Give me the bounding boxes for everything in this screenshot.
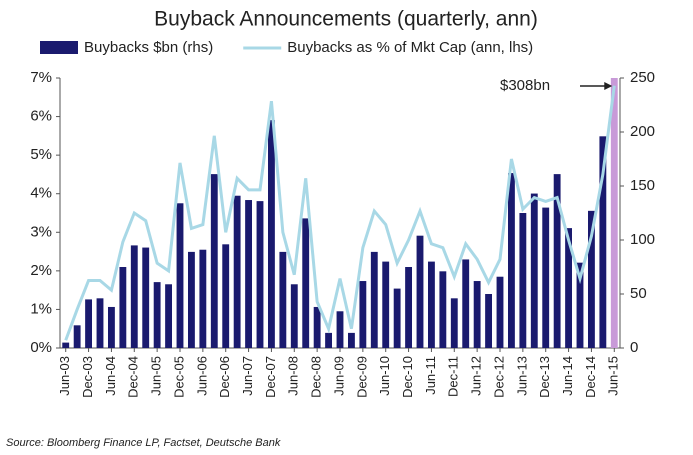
bar	[473, 281, 481, 348]
bar	[233, 195, 241, 348]
y-tick-label: 5%	[30, 146, 52, 163]
bar	[485, 294, 492, 348]
x-tick-label: Jun-04	[103, 356, 118, 396]
x-tick-label: Dec-09	[354, 356, 369, 398]
x-tick-label: Dec-04	[126, 356, 141, 398]
bar	[256, 201, 264, 348]
bar	[119, 267, 127, 348]
x-tick-label: Jun-14	[560, 356, 575, 396]
bar	[348, 332, 355, 348]
bar	[245, 200, 252, 348]
x-tick-label: Jun-13	[514, 356, 529, 396]
bar	[96, 298, 104, 348]
line	[64, 85, 616, 341]
x-tick-label: Jun-12	[469, 356, 484, 396]
y2-tick-label: 200	[630, 123, 655, 140]
bar	[153, 282, 161, 348]
x-tick-label: Dec-14	[583, 356, 598, 398]
y-tick-label: 3%	[30, 223, 52, 240]
x-tick-label: Dec-07	[263, 356, 278, 398]
bar	[416, 235, 424, 348]
bar	[542, 207, 550, 348]
bar	[222, 244, 230, 348]
bar	[530, 193, 538, 348]
bar	[519, 213, 527, 348]
x-tick-label: Jun-08	[286, 356, 301, 396]
bar	[188, 251, 195, 348]
bar	[108, 306, 115, 348]
bar	[462, 259, 470, 348]
bar	[325, 332, 332, 348]
x-tick-label: Jun-06	[194, 356, 209, 396]
bar	[588, 210, 595, 348]
bar	[405, 267, 412, 348]
x-tick-label: Jun-15	[606, 356, 621, 396]
y2-tick-label: 250	[630, 69, 655, 86]
source: Source: Bloomberg Finance LP, Factset, D…	[6, 437, 281, 449]
x-tick-label: Dec-08	[309, 356, 324, 398]
y2-tick-label: 100	[630, 231, 655, 248]
bar	[313, 306, 321, 348]
bar	[508, 173, 515, 348]
bar	[565, 228, 572, 348]
bar	[450, 298, 458, 348]
legend-label: Buybacks as % of Mkt Cap (ann, lhs)	[287, 39, 533, 56]
bar	[599, 136, 607, 348]
x-tick-label: Jun-09	[331, 356, 346, 396]
y2-tick-label: 50	[630, 285, 647, 302]
x-tick-label: Jun-03	[57, 356, 72, 396]
bar	[336, 311, 344, 348]
bar	[428, 261, 435, 348]
bar	[393, 288, 401, 348]
bar	[210, 174, 218, 348]
y2-tick-label: 150	[630, 177, 655, 194]
bar	[176, 203, 184, 348]
x-tick-label: Jun-10	[377, 356, 392, 396]
bar	[359, 281, 367, 348]
legend-swatch	[40, 41, 78, 54]
x-tick-label: Dec-05	[171, 356, 186, 398]
y-tick-label: 2%	[30, 262, 52, 279]
x-tick-label: Dec-06	[217, 356, 232, 398]
bar	[142, 247, 150, 348]
x-tick-label: Dec-13	[537, 356, 552, 398]
bar	[610, 78, 618, 348]
bar	[302, 218, 310, 348]
bar	[496, 276, 504, 348]
y-tick-label: 0%	[30, 339, 52, 356]
x-tick-label: Jun-07	[240, 356, 255, 396]
x-tick-label: Dec-11	[446, 356, 461, 397]
bar	[73, 325, 81, 348]
bar	[130, 245, 138, 348]
bar	[85, 299, 92, 348]
plot-area	[62, 78, 618, 348]
annotation: $308bn	[500, 77, 550, 94]
y-tick-label: 4%	[30, 185, 52, 202]
y-tick-label: 7%	[30, 69, 52, 86]
bar	[370, 251, 378, 348]
y2-tick-label: 0	[630, 339, 638, 356]
x-tick-label: Jun-11	[423, 356, 438, 395]
bar	[576, 262, 584, 348]
x-tick-label: Jun-05	[149, 356, 164, 396]
y-tick-label: 1%	[30, 300, 52, 317]
bar	[439, 271, 447, 348]
bar	[165, 284, 172, 348]
bar	[268, 120, 275, 348]
bar	[62, 342, 70, 348]
chart-title: Buyback Announcements (quarterly, ann)	[154, 8, 538, 31]
y-tick-label: 6%	[30, 108, 52, 125]
bar	[553, 174, 561, 348]
legend-label: Buybacks $bn (rhs)	[84, 39, 213, 56]
annotation-arrowhead	[604, 82, 613, 90]
bar	[290, 284, 298, 348]
bar	[199, 249, 207, 348]
x-tick-label: Dec-03	[80, 356, 95, 398]
x-tick-label: Dec-10	[400, 356, 415, 398]
bar	[382, 261, 390, 348]
x-tick-label: Dec-12	[491, 356, 506, 398]
bar	[279, 251, 287, 348]
